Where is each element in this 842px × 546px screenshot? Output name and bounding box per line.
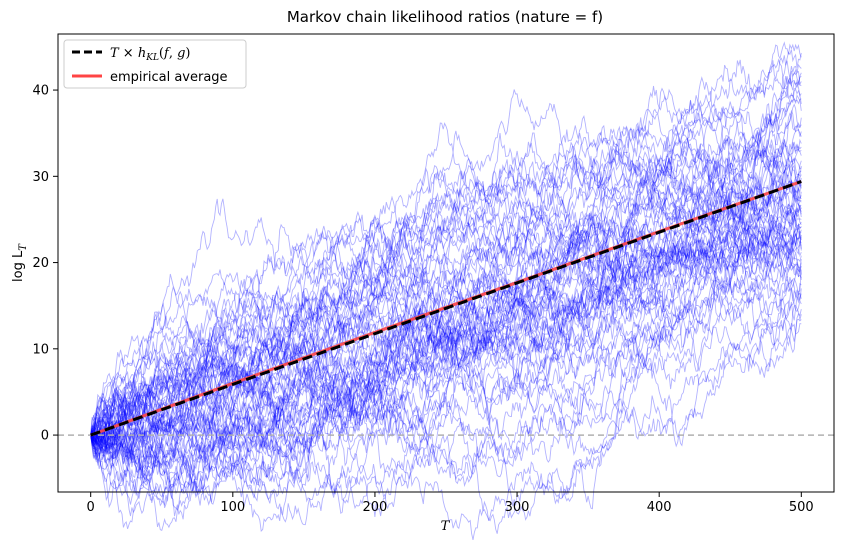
simulated-path [90,236,802,465]
simulated-path [90,154,802,448]
simulated-path [90,156,802,501]
series-kl-line [90,180,802,437]
x-axis-ticks: 0 100 200 300 400 500 [87,492,814,515]
simulated-path [90,103,802,459]
y-tick-label: 10 [32,342,49,357]
simulated-path [90,214,802,467]
simulated-path [90,187,802,436]
simulated-path [90,218,802,438]
simulated-path [90,59,802,506]
simulated-path [90,234,802,534]
simulated-path [90,132,802,455]
legend-box [63,39,247,89]
simulated-path [90,85,802,437]
simulated-path [90,173,802,463]
simulated-path [90,65,802,532]
simulated-path [90,318,802,507]
series-layer [90,180,802,437]
simulated-path [90,234,802,494]
svg-text:log LT: log LT [11,243,29,282]
simulated-path [90,153,802,438]
simulated-path [90,204,802,511]
simulated-path [90,213,802,444]
simulated-path [90,124,802,485]
x-tick-label: 300 [505,500,530,515]
simulated-path [90,109,802,448]
simulated-path [90,138,802,487]
simulated-path [90,80,802,446]
y-axis-label: log L [11,250,26,282]
simulated-path [90,255,802,436]
simulated-path [90,290,802,440]
simulated-path [90,187,802,520]
simulated-path [90,228,802,450]
x-tick-label: 500 [789,500,814,515]
y-axis-label-subscript: T [18,243,29,251]
x-tick-label: 200 [363,500,388,515]
simulated-path [90,76,802,464]
simulated-path [90,88,802,460]
simulated-path [90,60,802,465]
y-tick-label: 30 [32,170,49,185]
legend: T × hKL(f, g) empirical average [63,39,247,89]
simulated-path [90,200,802,517]
simulated-path [90,141,802,458]
simulated-path [90,236,802,514]
simulated-path [90,207,802,493]
simulated-path [90,197,802,459]
simulated-path [90,160,802,451]
simulated-path [90,199,802,478]
simulated-path [90,235,802,499]
chart-title: Markov chain likelihood ratios (nature =… [287,8,603,26]
simulated-path [90,241,802,440]
plot-area [58,41,834,540]
legend-label-empirical: empirical average [110,70,228,85]
simulated-path [90,185,802,504]
simulated-path [90,278,802,476]
simulated-path [90,197,802,463]
simulated-path [90,142,802,484]
simulated-path [90,122,802,453]
simulated-path [90,72,802,468]
simulated-path [90,210,802,461]
simulated-path [90,170,802,455]
simulated-path [90,211,802,458]
simulated-path [90,237,802,496]
simulated-path [90,287,802,540]
simulated-path [90,49,802,436]
simulated-path [90,98,802,503]
x-tick-label: 0 [87,500,95,515]
y-tick-label: 20 [32,256,49,271]
simulated-path [90,161,802,442]
simulated-path [90,89,802,446]
simulated-path [90,58,802,463]
simulated-path [90,226,802,436]
legend-label-kl: T × hKL(f, g) [110,46,190,63]
simulated-path [90,41,802,441]
simulated-path [90,235,802,496]
simulated-path [90,193,802,446]
y-tick-label: 40 [32,84,49,99]
simulated-path [90,106,802,482]
simulated-path [90,141,802,454]
x-tick-label: 400 [647,500,672,515]
x-axis-label: T [441,519,451,534]
simulated-paths [90,41,802,540]
simulated-path [90,132,802,449]
simulated-path [90,157,802,441]
y-tick-label: 0 [41,429,49,444]
simulated-path [90,202,802,487]
simulated-path [90,206,802,438]
y-axis-ticks: 0 10 20 30 40 [32,84,58,444]
simulated-path [90,259,802,532]
x-tick-label: 100 [220,500,245,515]
y-axis-label-group: log LT [11,243,29,282]
simulated-path [90,248,802,499]
